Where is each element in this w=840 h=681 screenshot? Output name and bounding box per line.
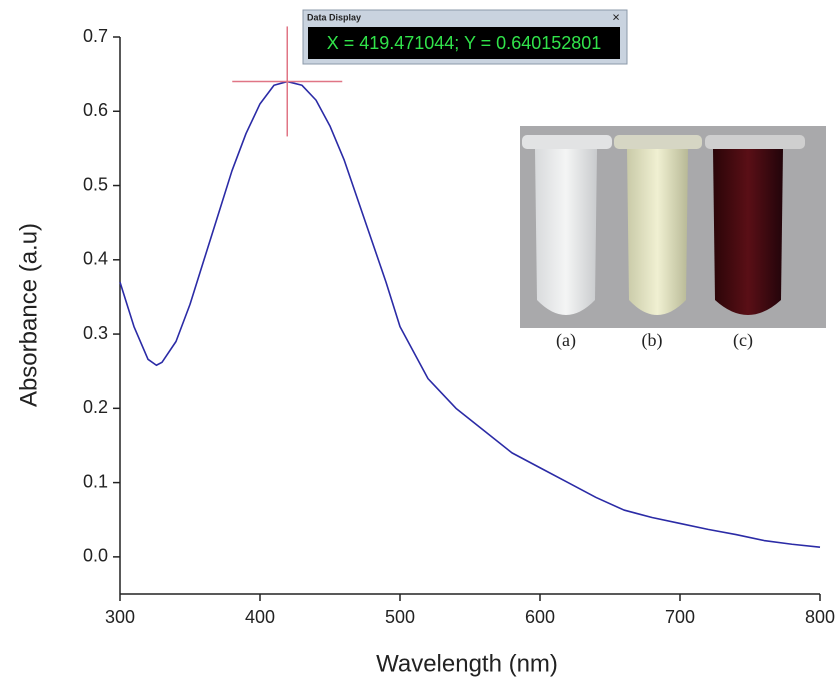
- x-tick-label: 800: [805, 607, 835, 627]
- inset-photo: [520, 126, 826, 328]
- x-tick-label: 400: [245, 607, 275, 627]
- y-tick-label: 0.6: [83, 100, 108, 120]
- y-tick-label: 0.0: [83, 546, 108, 566]
- x-axis-label: Wavelength (nm): [376, 650, 558, 677]
- inset-label: (a): [556, 330, 576, 351]
- tube-c: [713, 149, 783, 315]
- readout-text: X = 419.471044; Y = 0.640152801: [327, 33, 602, 53]
- y-tick-label: 0.3: [83, 323, 108, 343]
- tube-cap: [614, 135, 702, 149]
- window-title: Data Display: [307, 12, 361, 22]
- tube-b: [627, 149, 688, 315]
- y-tick-label: 0.5: [83, 174, 108, 194]
- y-tick-label: 0.7: [83, 26, 108, 46]
- x-tick-label: 500: [385, 607, 415, 627]
- spectrum-line: [119, 80, 821, 549]
- y-tick-label: 0.2: [83, 397, 108, 417]
- y-tick-label: 0.4: [83, 249, 108, 269]
- x-tick-label: 600: [525, 607, 555, 627]
- y-axis-label: Absorbance (a.u): [15, 223, 42, 407]
- y-tick-label: 0.1: [83, 471, 108, 491]
- tube-cap: [522, 135, 612, 149]
- tube-cap: [705, 135, 805, 149]
- x-tick-label: 300: [105, 607, 135, 627]
- tube-a: [535, 149, 597, 315]
- inset-label: (b): [642, 330, 663, 351]
- x-tick-label: 700: [665, 607, 695, 627]
- close-button[interactable]: ×: [612, 9, 620, 24]
- data-display-window: [302, 9, 628, 65]
- inset-label: (c): [733, 330, 753, 351]
- window-body: [308, 27, 620, 59]
